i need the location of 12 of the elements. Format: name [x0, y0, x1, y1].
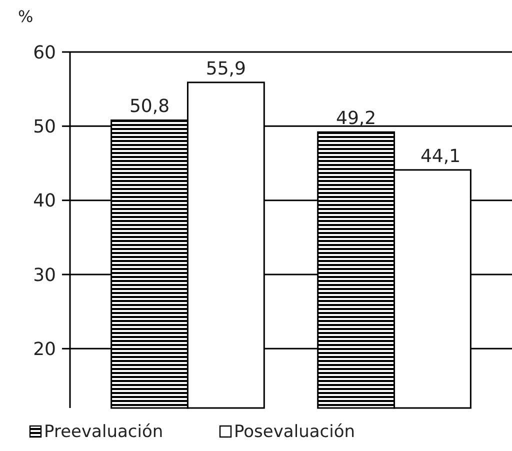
y-tick-label: 60: [33, 42, 56, 64]
y-tick-label: 30: [33, 264, 56, 286]
y-tick-label: 40: [33, 190, 56, 212]
legend-label: Posevaluación: [234, 422, 356, 442]
y-axis-title: %: [18, 7, 34, 26]
y-tick-label: 20: [33, 338, 56, 360]
data-label: 50,8: [129, 96, 170, 118]
legend-label: Preevaluación: [44, 422, 164, 442]
y-tick-label: 50: [33, 116, 56, 138]
data-label: 55,9: [206, 58, 246, 80]
data-label: 49,2: [336, 108, 376, 130]
data-label: 44,1: [420, 146, 461, 167]
